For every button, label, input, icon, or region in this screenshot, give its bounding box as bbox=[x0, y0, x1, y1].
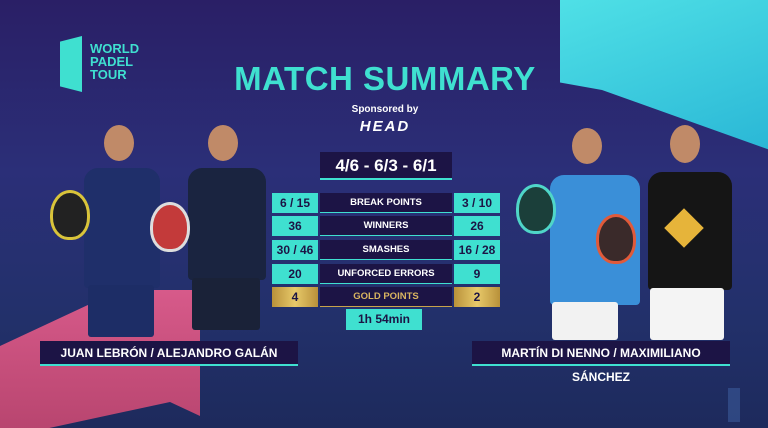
stat-row-smashes: 30 / 46 SMASHES 16 / 28 bbox=[272, 240, 500, 260]
left-value: 20 bbox=[272, 264, 318, 284]
right-value: 16 / 28 bbox=[454, 240, 500, 260]
wpt-logo-icon bbox=[60, 36, 82, 92]
match-duration: 1h 54min bbox=[346, 309, 422, 330]
right-value: 9 bbox=[454, 264, 500, 284]
stat-label: GOLD POINTS bbox=[320, 287, 452, 307]
sponsored-by-label: Sponsored by bbox=[351, 104, 419, 115]
right-value: 26 bbox=[454, 216, 500, 236]
left-value: 30 / 46 bbox=[272, 240, 318, 260]
sponsor-logo: HEAD bbox=[359, 118, 411, 135]
stat-label: WINNERS bbox=[320, 216, 452, 236]
match-score: 4/6 - 6/3 - 6/1 bbox=[320, 152, 452, 180]
wpt-logo-text: WORLD PADEL TOUR bbox=[90, 41, 140, 82]
left-value: 4 bbox=[272, 287, 318, 307]
left-value: 36 bbox=[272, 216, 318, 236]
wpt-watermark-icon bbox=[728, 388, 740, 422]
page-title: MATCH SUMMARY bbox=[234, 60, 536, 97]
right-value: 3 / 10 bbox=[454, 193, 500, 213]
stat-row-unforced-errors: 20 UNFORCED ERRORS 9 bbox=[272, 264, 500, 284]
decorative-cyan-shape bbox=[560, 0, 768, 150]
stat-label: SMASHES bbox=[320, 240, 452, 260]
stat-row-winners: 36 WINNERS 26 bbox=[272, 216, 500, 236]
left-value: 6 / 15 bbox=[272, 193, 318, 213]
team-name-left: JUAN LEBRÓN / ALEJANDRO GALÁN bbox=[40, 341, 298, 366]
stat-row-break-points: 6 / 15 BREAK POINTS 3 / 10 bbox=[272, 193, 500, 213]
stat-row-gold-points: 4 GOLD POINTS 2 bbox=[272, 287, 500, 307]
stat-label: BREAK POINTS bbox=[320, 193, 452, 213]
stat-label: UNFORCED ERRORS bbox=[320, 264, 452, 284]
team-name-right: MARTÍN DI NENNO / MAXIMILIANO SÁNCHEZ bbox=[472, 341, 730, 384]
right-value: 2 bbox=[454, 287, 500, 307]
